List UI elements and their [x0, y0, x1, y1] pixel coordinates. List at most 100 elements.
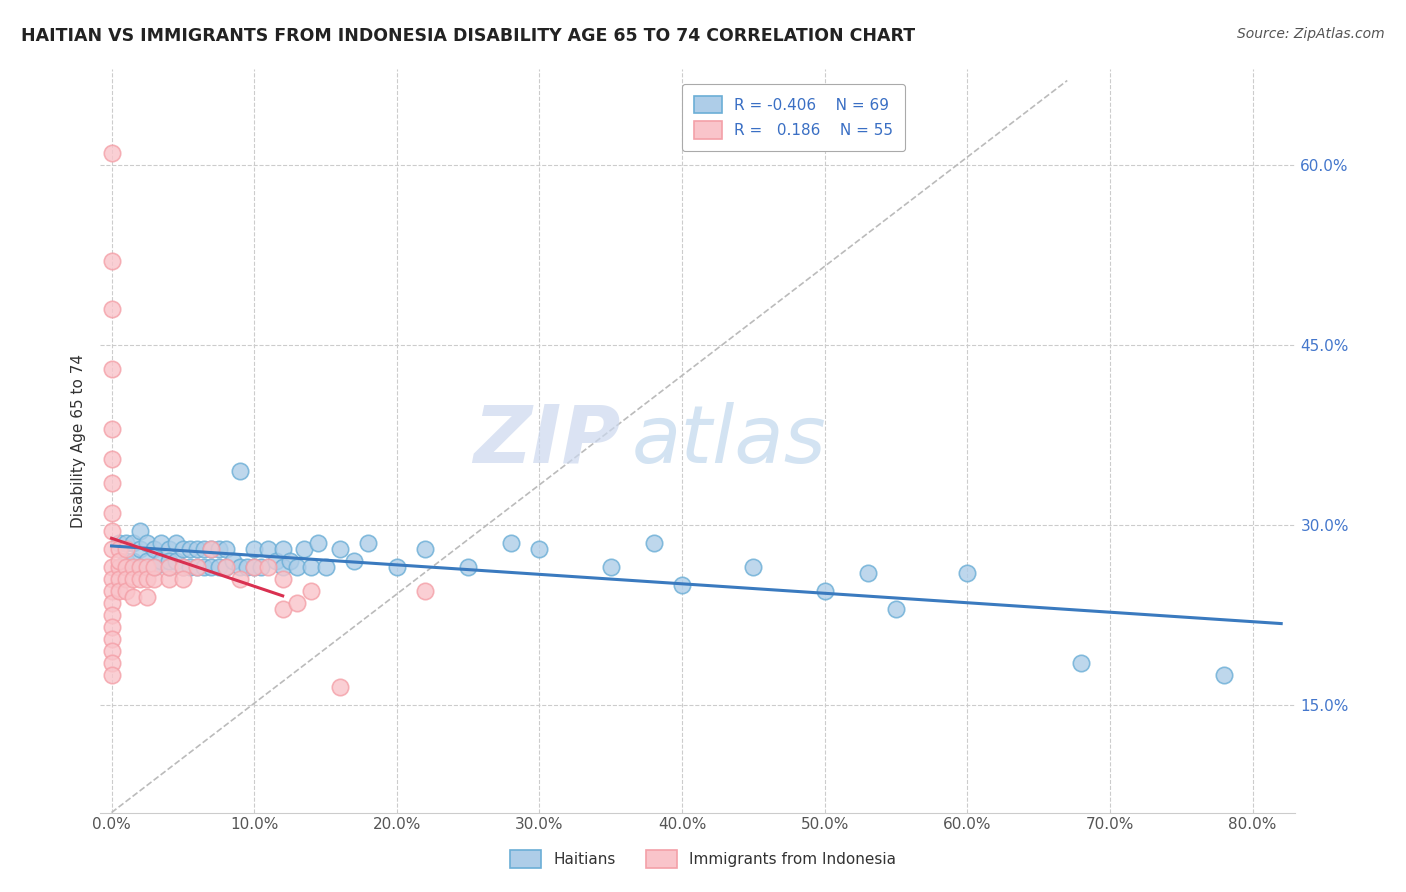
- Text: ZIP: ZIP: [472, 401, 620, 480]
- Point: [271, 559, 294, 574]
- Point: [136, 553, 159, 567]
- Point: [100, 595, 122, 609]
- Point: [100, 145, 122, 160]
- Point: [271, 541, 294, 556]
- Point: [122, 572, 145, 586]
- Point: [264, 553, 287, 567]
- Point: [100, 656, 122, 670]
- Point: [172, 559, 194, 574]
- Point: [193, 559, 215, 574]
- Point: [285, 595, 308, 609]
- Point: [136, 559, 159, 574]
- Point: [343, 553, 366, 567]
- Point: [157, 559, 180, 574]
- Point: [100, 667, 122, 681]
- Point: [150, 553, 173, 567]
- Point: [229, 559, 252, 574]
- Point: [122, 553, 145, 567]
- Point: [307, 535, 329, 549]
- Point: [214, 559, 236, 574]
- Point: [257, 541, 280, 556]
- Point: [129, 524, 152, 538]
- Point: [129, 572, 152, 586]
- Point: [114, 583, 136, 598]
- Point: [122, 535, 145, 549]
- Point: [143, 572, 166, 586]
- Point: [956, 566, 979, 580]
- Point: [114, 553, 136, 567]
- Point: [299, 559, 322, 574]
- Point: [100, 253, 122, 268]
- Point: [107, 553, 129, 567]
- Point: [179, 559, 201, 574]
- Point: [243, 559, 266, 574]
- Point: [114, 559, 136, 574]
- Point: [100, 506, 122, 520]
- Point: [1213, 667, 1236, 681]
- Point: [100, 475, 122, 490]
- Point: [100, 559, 122, 574]
- Point: [599, 559, 621, 574]
- Point: [229, 464, 252, 478]
- Point: [207, 559, 229, 574]
- Point: [157, 572, 180, 586]
- Point: [243, 541, 266, 556]
- Point: [200, 541, 222, 556]
- Point: [1070, 656, 1092, 670]
- Point: [136, 535, 159, 549]
- Point: [143, 541, 166, 556]
- Point: [172, 572, 194, 586]
- Point: [114, 541, 136, 556]
- Point: [643, 535, 665, 549]
- Point: [671, 577, 693, 591]
- Point: [222, 553, 245, 567]
- Legend: Haitians, Immigrants from Indonesia: Haitians, Immigrants from Indonesia: [498, 838, 908, 880]
- Point: [129, 541, 152, 556]
- Point: [122, 559, 145, 574]
- Point: [150, 535, 173, 549]
- Point: [250, 559, 273, 574]
- Point: [157, 541, 180, 556]
- Point: [114, 535, 136, 549]
- Point: [193, 541, 215, 556]
- Point: [214, 541, 236, 556]
- Point: [315, 559, 337, 574]
- Point: [100, 632, 122, 646]
- Point: [285, 559, 308, 574]
- Point: [100, 301, 122, 316]
- Point: [457, 559, 479, 574]
- Point: [100, 524, 122, 538]
- Point: [136, 590, 159, 604]
- Point: [186, 559, 208, 574]
- Point: [236, 559, 259, 574]
- Y-axis label: Disability Age 65 to 74: Disability Age 65 to 74: [72, 353, 86, 527]
- Point: [329, 680, 352, 694]
- Point: [100, 643, 122, 657]
- Point: [100, 607, 122, 622]
- Point: [107, 572, 129, 586]
- Point: [157, 559, 180, 574]
- Point: [143, 559, 166, 574]
- Point: [172, 541, 194, 556]
- Point: [229, 572, 252, 586]
- Point: [100, 572, 122, 586]
- Point: [172, 559, 194, 574]
- Point: [243, 559, 266, 574]
- Point: [415, 583, 437, 598]
- Point: [186, 541, 208, 556]
- Point: [214, 559, 236, 574]
- Point: [136, 572, 159, 586]
- Point: [165, 553, 187, 567]
- Point: [107, 535, 129, 549]
- Text: Source: ZipAtlas.com: Source: ZipAtlas.com: [1237, 27, 1385, 41]
- Point: [165, 535, 187, 549]
- Point: [100, 619, 122, 633]
- Point: [186, 559, 208, 574]
- Point: [100, 541, 122, 556]
- Point: [129, 559, 152, 574]
- Point: [143, 559, 166, 574]
- Point: [107, 583, 129, 598]
- Point: [179, 541, 201, 556]
- Point: [157, 553, 180, 567]
- Point: [122, 590, 145, 604]
